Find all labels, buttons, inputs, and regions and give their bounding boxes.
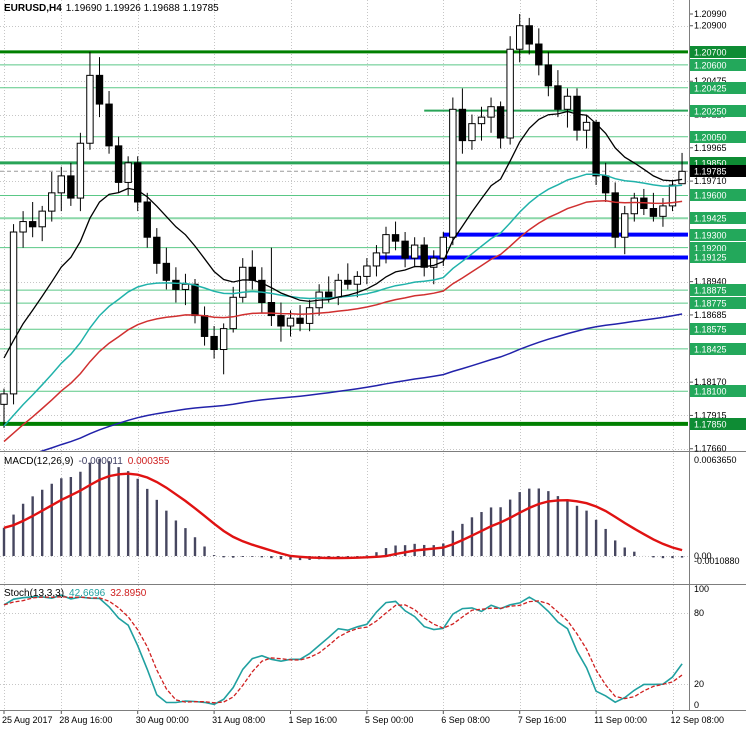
price-level-badge: 1.20700 — [690, 46, 746, 58]
svg-text:1.17850: 1.17850 — [694, 420, 727, 430]
candlestick-series — [0, 14, 686, 428]
ma-red-slow — [3, 199, 683, 443]
stochastic-main-value: 42.6696 — [69, 588, 106, 599]
price-scale[interactable]: 1.209901.209001.204751.202201.199651.197… — [690, 9, 746, 454]
svg-text:1.19300: 1.19300 — [694, 231, 727, 241]
time-axis: 25 Aug 2017 28 Aug 16:00 30 Aug 00:00 31 Au… — [2, 711, 724, 725]
price-level-badge: 1.18575 — [690, 323, 746, 335]
svg-text:1.18875: 1.18875 — [694, 286, 727, 296]
svg-text:1.17660: 1.17660 — [694, 444, 727, 454]
macd-label: MACD(12,26,9) — [4, 456, 74, 467]
price-level-badge: 1.19300 — [690, 229, 746, 241]
svg-text:1.18775: 1.18775 — [694, 299, 727, 309]
stochastic-signal-line — [3, 596, 683, 704]
svg-text:1.19600: 1.19600 — [694, 191, 727, 201]
macd-histogram — [2, 459, 684, 561]
svg-text:1.18575: 1.18575 — [694, 325, 727, 335]
svg-text:1.20250: 1.20250 — [694, 107, 727, 117]
svg-text:1.20425: 1.20425 — [694, 84, 727, 94]
svg-text:1.19425: 1.19425 — [694, 214, 727, 224]
ma-navy-slow — [39, 313, 683, 451]
svg-text:1.19125: 1.19125 — [694, 253, 727, 263]
ma-black-fast — [3, 110, 683, 359]
svg-text:25 Aug 2017: 25 Aug 2017 — [2, 715, 53, 725]
svg-text:-0.0010880: -0.0010880 — [694, 556, 740, 566]
current-price-badge: 1.19785 — [690, 165, 746, 177]
svg-text:0.00: 0.00 — [694, 551, 712, 561]
price-level-badge: 1.20600 — [690, 59, 746, 71]
svg-text:1.19200: 1.19200 — [694, 244, 727, 254]
macd-header: MACD(12,26,9) -0.000011 0.000355 — [4, 456, 169, 467]
macd-scale-labels: 0.0063650 0.00-0.0010880 — [694, 455, 740, 566]
svg-text:100: 100 — [694, 584, 709, 594]
svg-text:5 Sep 00:00: 5 Sep 00:00 — [365, 715, 414, 725]
svg-text:1.18425: 1.18425 — [694, 345, 727, 355]
ohlc-values: 1.19690 1.19926 1.19688 1.19785 — [65, 3, 219, 14]
price-level-badge: 1.20425 — [690, 82, 746, 94]
stochastic-header: Stoch(13,3,3) 42.6696 32.8950 — [4, 588, 146, 599]
svg-text:1.20475: 1.20475 — [694, 76, 727, 86]
stochastic-main-line — [3, 594, 683, 706]
macd-main-value: -0.000011 — [78, 456, 123, 467]
svg-text:1.19785: 1.19785 — [694, 167, 727, 177]
svg-text:1.20700: 1.20700 — [694, 48, 727, 58]
price-level-badge: 1.20050 — [690, 131, 746, 143]
svg-text:0: 0 — [694, 700, 699, 710]
svg-text:28 Aug 16:00: 28 Aug 16:00 — [59, 715, 112, 725]
svg-text:30 Aug 00:00: 30 Aug 00:00 — [136, 715, 189, 725]
stochastic-signal-value: 32.8950 — [110, 588, 147, 599]
panel-separators — [0, 0, 746, 711]
svg-text:31 Aug 08:00: 31 Aug 08:00 — [212, 715, 265, 725]
svg-text:1.18170: 1.18170 — [694, 377, 727, 387]
svg-text:80: 80 — [694, 608, 704, 618]
price-level-badge: 1.18425 — [690, 343, 746, 355]
svg-text:1.20050: 1.20050 — [694, 133, 727, 143]
macd-signal-line — [3, 472, 683, 560]
price-level-badge: 1.18775 — [690, 297, 746, 309]
svg-text:1.19710: 1.19710 — [694, 176, 727, 186]
price-level-badge: 1.19125 — [690, 251, 746, 263]
stochastic-label: Stoch(13,3,3) — [4, 588, 65, 599]
svg-text:1 Sep 16:00: 1 Sep 16:00 — [289, 715, 338, 725]
price-level-badge: 1.18875 — [690, 284, 746, 296]
price-level-badge: 1.19600 — [690, 189, 746, 201]
svg-text:1.19850: 1.19850 — [694, 159, 727, 169]
svg-text:1.20600: 1.20600 — [694, 61, 727, 71]
svg-text:1.18685: 1.18685 — [694, 310, 727, 320]
svg-text:0.0063650: 0.0063650 — [694, 455, 737, 465]
svg-text:1.17915: 1.17915 — [694, 410, 727, 420]
price-level-badge: 1.18100 — [690, 385, 746, 397]
symbol-period-label: EURUSD,H4 — [4, 3, 62, 14]
svg-text:11 Sep 00:00: 11 Sep 00:00 — [594, 715, 647, 725]
svg-text:12 Sep 08:00: 12 Sep 08:00 — [671, 715, 725, 725]
svg-text:7 Sep 16:00: 7 Sep 16:00 — [518, 715, 567, 725]
svg-text:20: 20 — [694, 679, 704, 689]
svg-text:1.19965: 1.19965 — [694, 143, 727, 153]
svg-text:1.20990: 1.20990 — [694, 9, 727, 19]
price-level-badge: 1.20250 — [690, 105, 746, 117]
macd-signal-value: 0.000355 — [127, 456, 170, 467]
chart-title: EURUSD,H4 1.19690 1.19926 1.19688 1.19785 — [4, 3, 219, 14]
stochastic-scale-labels: 100 80 20 0 — [694, 584, 709, 710]
svg-text:6 Sep 08:00: 6 Sep 08:00 — [441, 715, 490, 725]
svg-text:1.18940: 1.18940 — [694, 277, 727, 287]
price-level-badge: 1.17850 — [690, 418, 746, 430]
svg-text:1.18100: 1.18100 — [694, 387, 727, 397]
svg-text:1.20900: 1.20900 — [694, 21, 727, 31]
price-level-badge: 1.19425 — [690, 212, 746, 224]
